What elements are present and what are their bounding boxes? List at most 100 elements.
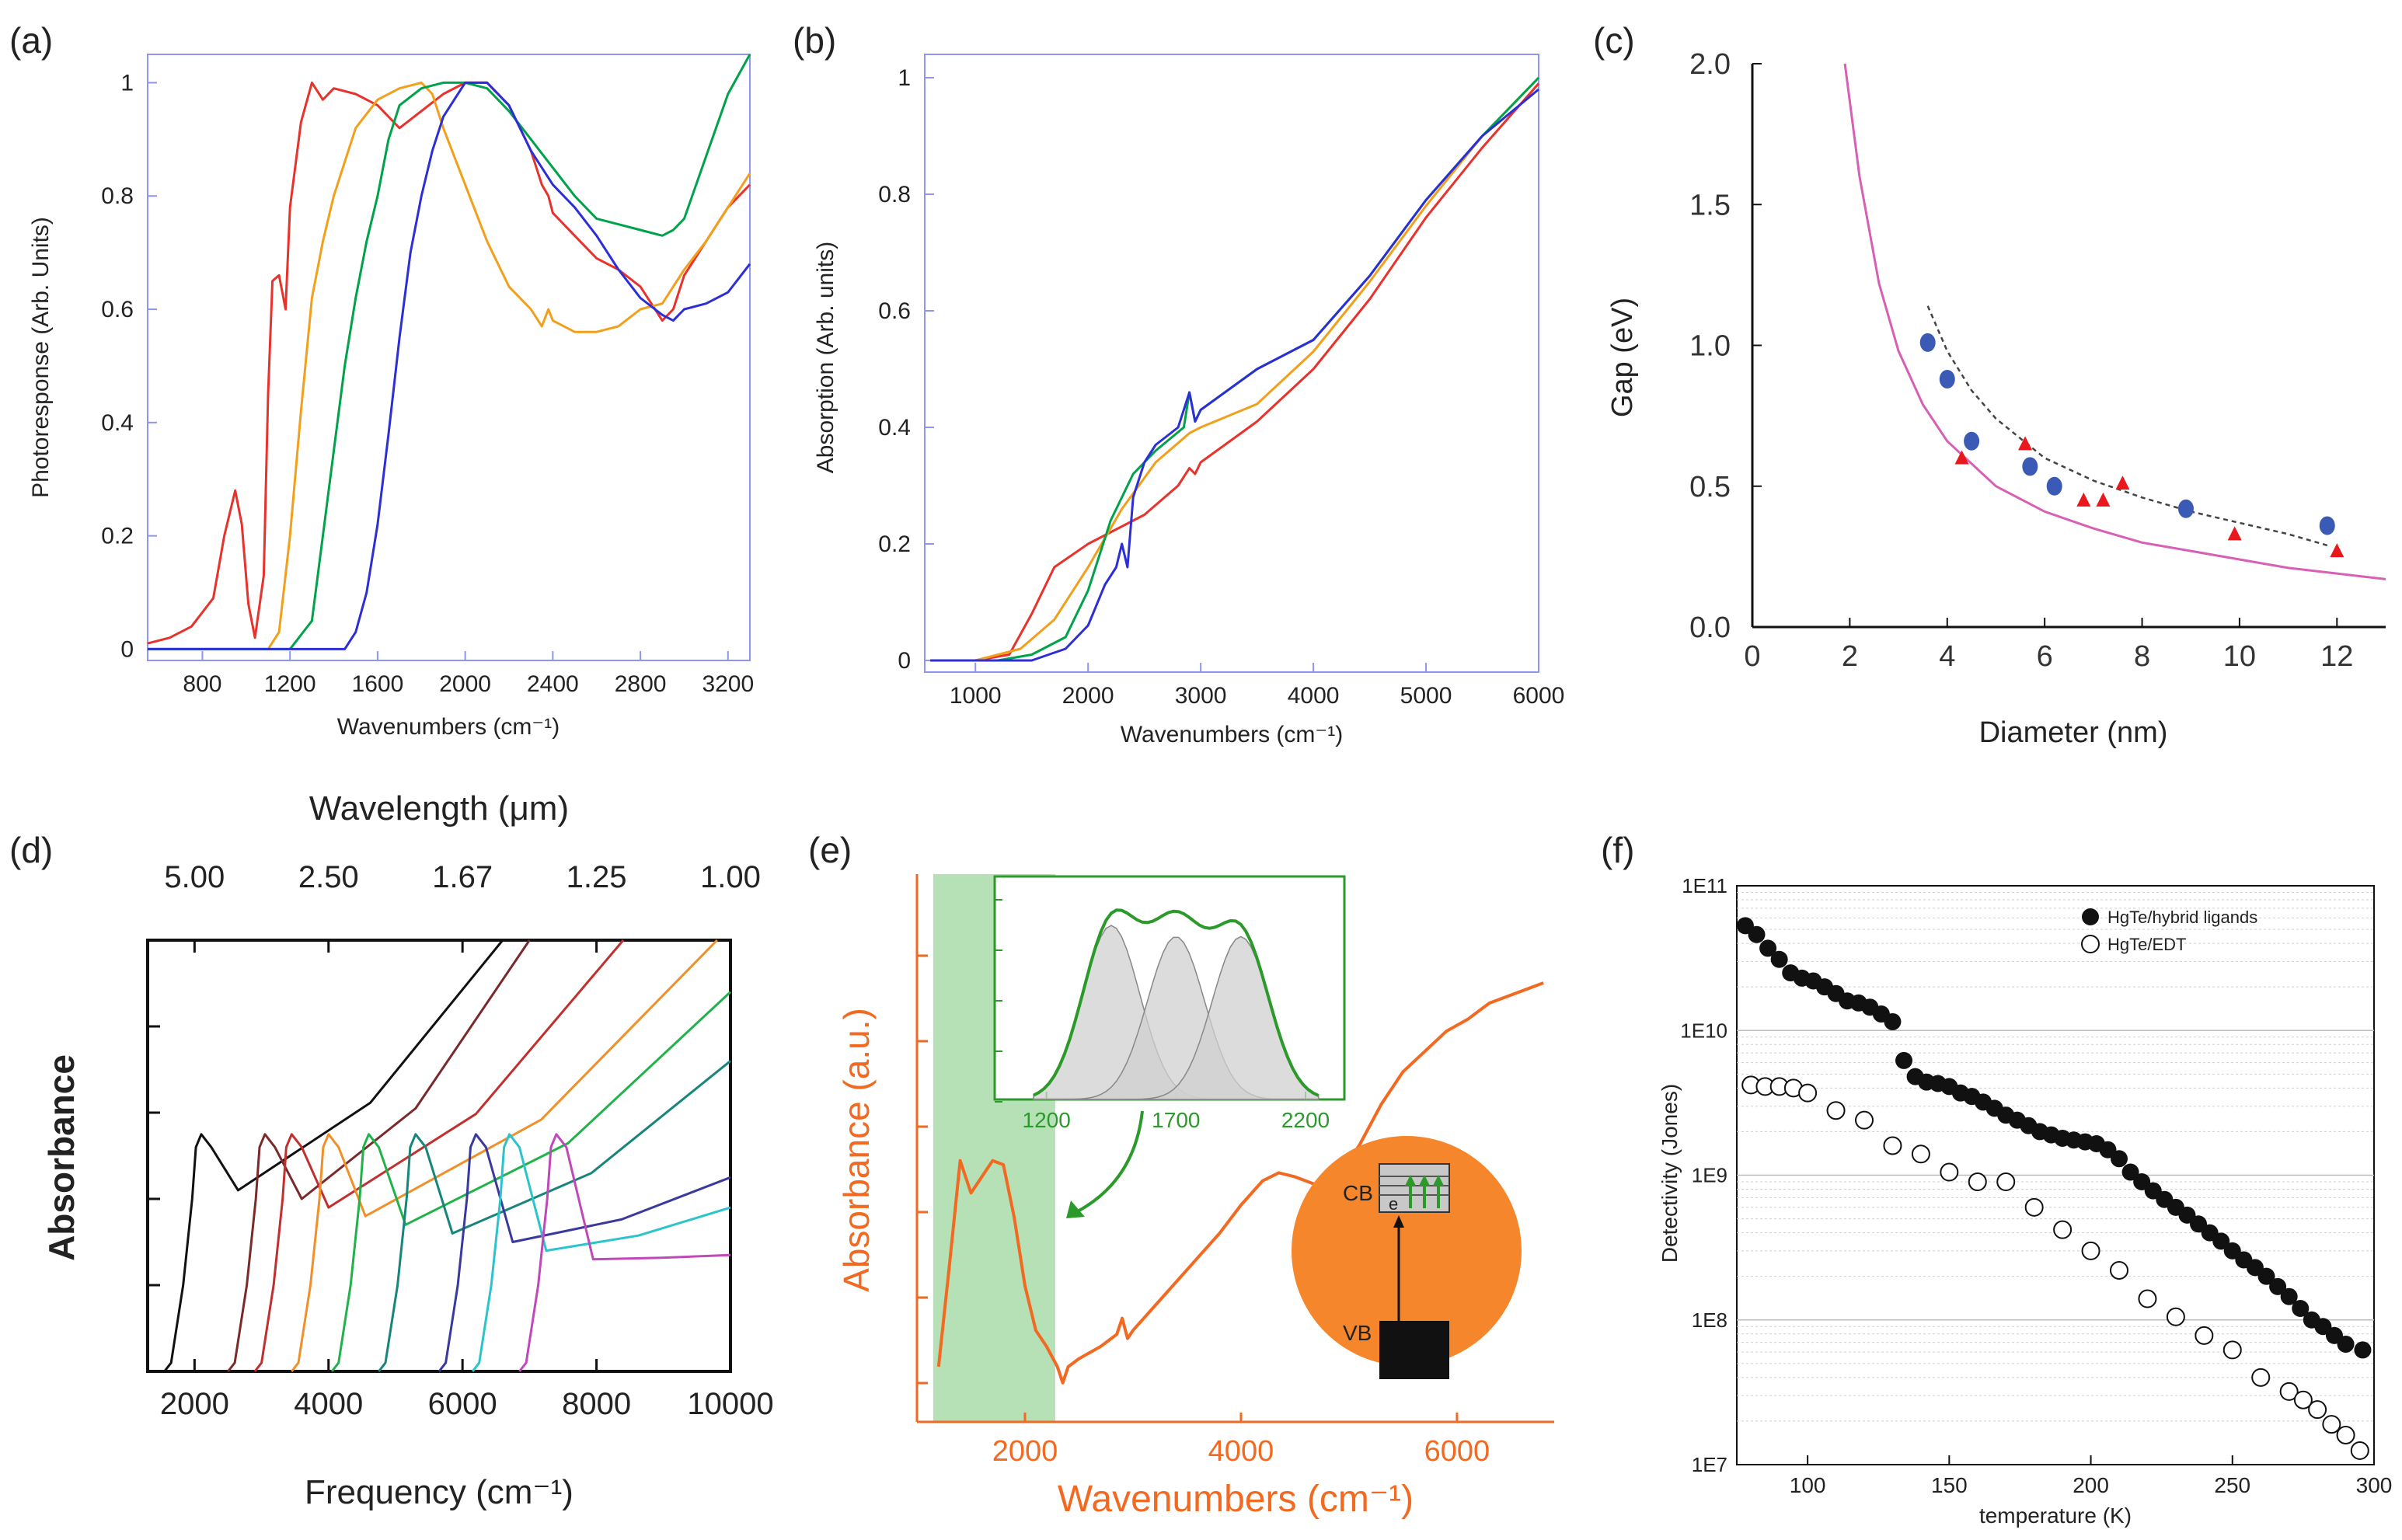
f-xtick-label: 250 — [2214, 1473, 2250, 1497]
a-xtick-label: 800 — [183, 671, 221, 697]
e-inset-arrow-head — [1066, 1200, 1085, 1218]
f-ytick-label: 1E7 — [1692, 1453, 1727, 1476]
e-inset-envelope — [1033, 908, 1320, 1097]
c-ytick-label: 1.0 — [1689, 330, 1731, 363]
interband-arrow-head — [1393, 1215, 1404, 1228]
a-xtick-label: 1200 — [264, 671, 316, 697]
b-ytick-label: 0.8 — [878, 182, 911, 207]
f-ytick-label: 1E9 — [1692, 1164, 1727, 1187]
f-point-edt — [1826, 1101, 1846, 1120]
d-top-tick-label: 2.50 — [298, 860, 359, 894]
a-series-orange — [148, 81, 751, 650]
b-series-green — [930, 76, 1540, 662]
f-point-hybrid — [2354, 1341, 2372, 1359]
panel-c: 0 2 4 6 8 10 12 0.0 0.5 1.0 1.5 2.0 Diameter (nm) G… — [1606, 48, 2386, 749]
b-ytick-label: 1 — [898, 65, 911, 91]
a-ytick-label: 0.8 — [101, 183, 134, 209]
panel-a-frame — [147, 54, 751, 661]
f-point-edt — [2222, 1340, 2242, 1360]
d-series-peak-1 — [163, 939, 504, 1372]
cb-label: CB — [1343, 1181, 1373, 1205]
e-inset-arrow — [1075, 1110, 1144, 1214]
c-point-circle — [2319, 516, 2335, 535]
d-series-peak-2 — [227, 939, 531, 1372]
a-series-red — [147, 81, 751, 645]
c-ytick-label: 0.5 — [1689, 471, 1731, 503]
c-ytick-label: 2.0 — [1689, 48, 1731, 81]
d-series-peak-6 — [378, 1060, 731, 1372]
a-ytick-label: 0.4 — [101, 410, 134, 436]
a-xtick-label: 2400 — [527, 671, 579, 697]
f-point-hybrid — [1748, 925, 1766, 943]
c-fit-dashed — [1926, 305, 2328, 547]
vb-box — [1379, 1321, 1449, 1379]
a-ytick-label: 1 — [120, 70, 134, 96]
f-point-hybrid — [2280, 1287, 2298, 1305]
d-top-tick-label: 1.67 — [432, 860, 493, 894]
f-point-hybrid — [1884, 1012, 1902, 1030]
panel-tag-b: (b) — [793, 20, 836, 61]
d-xtick-label: 10000 — [687, 1387, 773, 1421]
panel-c-ylabel: Gap (eV) — [1606, 298, 1639, 417]
f-point-edt — [1911, 1145, 1930, 1164]
a-xtick-label: 2000 — [439, 671, 491, 697]
panel-f-ylabel: Detectivity (Jones) — [1658, 1084, 1682, 1263]
a-series-blue — [148, 81, 751, 650]
f-point-edt — [2053, 1220, 2073, 1239]
f-point-edt — [2166, 1307, 2185, 1326]
e-xtick-label: 6000 — [1424, 1435, 1490, 1468]
d-xtick-label: 4000 — [294, 1387, 363, 1421]
f-point-hybrid — [2337, 1335, 2355, 1353]
f-point-edt — [2195, 1326, 2214, 1345]
b-ytick-label: 0.6 — [878, 298, 911, 324]
panel-b-xlabel: Wavenumbers (cm⁻¹) — [1121, 722, 1343, 747]
b-xtick-label: 4000 — [1288, 683, 1340, 709]
panel-tag-f: (f) — [1601, 830, 1634, 870]
c-xtick-label: 6 — [2037, 640, 2053, 673]
panel-tag-d: (d) — [9, 830, 53, 870]
panel-d-ylabel: Absorbance — [41, 1054, 82, 1261]
f-point-edt — [2308, 1400, 2327, 1420]
intraband-arrow-1-head — [1405, 1175, 1416, 1186]
c-xtick-label: 0 — [1744, 640, 1760, 673]
c-xtick-label: 10 — [2223, 640, 2256, 673]
d-series-peak-9 — [518, 1133, 731, 1372]
b-series-orange — [930, 76, 1540, 662]
c-xtick-label: 8 — [2134, 640, 2150, 673]
b-ytick-label: 0.2 — [878, 531, 911, 557]
f-point-edt — [2336, 1425, 2355, 1444]
c-point-circle — [1964, 431, 1980, 451]
f-point-edt — [1996, 1172, 2016, 1192]
d-top-tick-label: 5.00 — [164, 860, 225, 894]
e-inset-xtick-label: 2200 — [1281, 1108, 1330, 1132]
b-xtick-label: 6000 — [1513, 683, 1565, 709]
f-ytick-label: 1E11 — [1682, 874, 1727, 897]
panel-tag-c: (c) — [1593, 20, 1635, 61]
d-series-peak-8 — [471, 1133, 731, 1372]
f-point-edt — [1855, 1110, 1874, 1130]
a-xtick-label: 1600 — [352, 671, 404, 697]
a-xtick-label: 2800 — [615, 671, 667, 697]
f-point-hybrid — [2257, 1267, 2275, 1285]
c-xtick-label: 12 — [2320, 640, 2353, 673]
panel-f-xlabel: temperature (K) — [1979, 1503, 2132, 1528]
f-point-hybrid — [2269, 1277, 2287, 1295]
c-point-triangle — [2115, 476, 2130, 490]
f-point-edt — [2322, 1415, 2341, 1434]
f-point-hybrid — [1759, 939, 1777, 957]
e-xtick-label: 4000 — [1208, 1435, 1274, 1468]
panel-e-ylabel: Absorbance (a.u.) — [836, 1008, 877, 1292]
band-diagram-disc — [1292, 1136, 1522, 1366]
c-point-circle — [1939, 370, 1955, 388]
panel-e: 2000 4000 6000 1200 1700 2200 CB VB e Wavenu… — [836, 874, 1554, 1520]
c-point-triangle — [2227, 526, 2242, 541]
e-series-absorbance — [936, 981, 1544, 1385]
a-series-green — [148, 54, 751, 650]
f-point-hybrid — [2292, 1300, 2310, 1318]
b-ytick-label: 0 — [898, 648, 911, 674]
legend-marker-filled — [2082, 908, 2099, 925]
f-point-hybrid — [1770, 950, 1788, 968]
panel-tag-e: (e) — [808, 830, 852, 870]
c-point-circle — [2046, 476, 2062, 496]
f-xtick-label: 200 — [2073, 1473, 2109, 1497]
